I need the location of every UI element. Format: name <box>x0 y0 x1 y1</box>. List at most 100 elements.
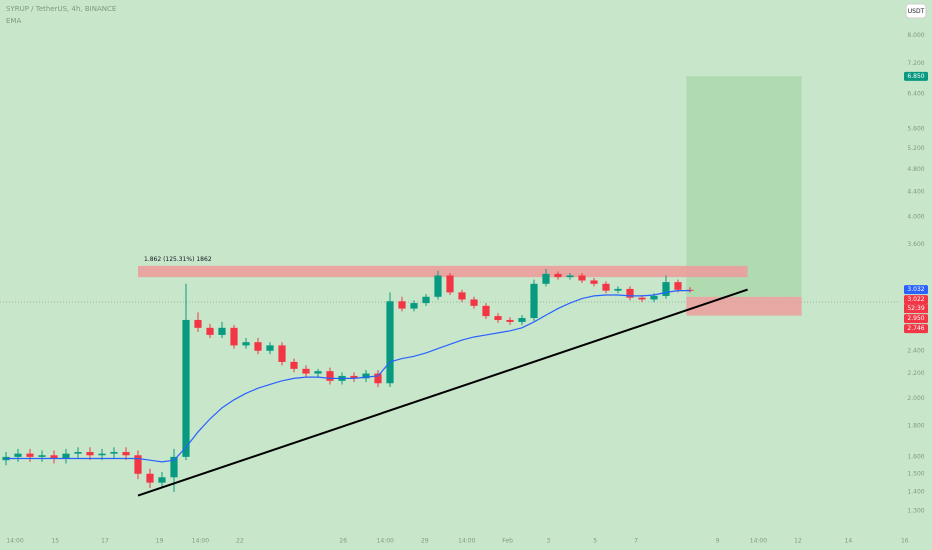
x-tick-label: 9 <box>716 538 720 545</box>
x-tick-label: 19 <box>156 538 164 545</box>
candle-body <box>74 452 82 454</box>
candle-body <box>278 345 286 362</box>
candle-body <box>446 275 454 293</box>
candle-body <box>350 375 358 379</box>
x-tick-label: 16 <box>901 538 909 545</box>
candle-body <box>158 477 166 483</box>
candle-body <box>62 453 70 459</box>
x-tick-label: 14:00 <box>377 538 394 545</box>
candle-body <box>194 319 202 328</box>
stop-zone <box>686 296 802 316</box>
candle-body <box>266 345 274 351</box>
candle-body <box>326 371 334 381</box>
y-tick-label: 4.400 <box>907 189 924 196</box>
x-tick-label: 7 <box>634 538 638 545</box>
x-tick-label: 12 <box>794 538 802 545</box>
candle-body <box>578 275 586 281</box>
candle-body <box>482 305 490 317</box>
y-tick-label: 4.000 <box>907 214 924 221</box>
y-tick-label: 5.600 <box>907 126 924 133</box>
candle-body <box>122 452 130 456</box>
price-tag-label: 2.746 <box>907 325 924 332</box>
candle-body <box>362 373 370 379</box>
x-tick-label: 26 <box>339 538 347 545</box>
moving-average <box>6 290 690 463</box>
candle-body <box>494 316 502 320</box>
candle-body <box>422 296 430 304</box>
x-tick-label: 3 <box>546 538 550 545</box>
price-tag-label: 6.850 <box>907 73 924 80</box>
y-tick-label: 1.600 <box>907 453 924 460</box>
candle-body <box>554 273 562 278</box>
candle-body <box>602 283 610 291</box>
candle-body <box>242 342 250 346</box>
y-tick-label: 1.800 <box>907 423 924 430</box>
x-tick-label: 15 <box>51 538 59 545</box>
candle-body <box>146 473 154 483</box>
currency-button-label[interactable]: USDT <box>908 8 925 15</box>
candle-body <box>218 327 226 335</box>
y-tick-label: 5.200 <box>907 145 924 152</box>
currency-button[interactable] <box>905 3 927 19</box>
price-tag-label: 3.032 <box>907 286 924 293</box>
y-tick-label: 8.000 <box>907 32 924 39</box>
candle-body <box>434 275 442 297</box>
candle-body <box>38 455 46 457</box>
candle-body <box>566 275 574 278</box>
y-tick-label: 4.800 <box>907 166 924 173</box>
price-tag <box>904 285 928 295</box>
candle-body <box>206 327 214 335</box>
y-tick-label: 1.300 <box>907 508 924 515</box>
candle-body <box>302 368 310 374</box>
candle-body <box>26 453 34 457</box>
candle-body <box>530 283 538 319</box>
candle-body <box>110 452 118 454</box>
candle-body <box>470 299 478 306</box>
candle-body <box>458 292 466 300</box>
candle-body <box>230 327 238 346</box>
candle-body <box>170 456 178 478</box>
countdown-label: 52:39 <box>907 305 924 312</box>
candle-body <box>662 282 670 296</box>
y-tick-label: 2.400 <box>907 347 924 354</box>
x-tick-label: Feb <box>502 538 513 545</box>
price-tag-label: 2.950 <box>907 315 924 322</box>
price-tag <box>904 295 928 305</box>
price-tag-label: 3.022 <box>907 296 924 303</box>
x-tick-label: 14:00 <box>458 538 475 545</box>
y-tick-label: 2.000 <box>907 395 924 402</box>
candle-body <box>98 453 106 456</box>
price-tag <box>904 71 928 81</box>
candle-body <box>674 282 682 290</box>
candle-body <box>14 453 22 457</box>
candle-body <box>254 342 262 351</box>
candle-body <box>614 288 622 291</box>
y-tick-label: 1.500 <box>907 470 924 477</box>
countdown-tag <box>904 304 928 314</box>
candle-body <box>314 371 322 374</box>
candle-body <box>182 319 190 457</box>
candle-body <box>386 301 394 384</box>
indicator-label: EMA <box>6 17 21 25</box>
x-tick-label: 22 <box>236 538 244 545</box>
x-tick-label: 17 <box>101 538 109 545</box>
x-tick-label: 14:00 <box>192 538 209 545</box>
candle-body <box>134 455 142 474</box>
x-tick-label: 5 <box>593 538 597 545</box>
candle-body <box>638 297 646 300</box>
candle-body <box>374 373 382 384</box>
candle-body <box>542 273 550 284</box>
x-tick-label: 14:00 <box>750 538 767 545</box>
y-tick-label: 1.400 <box>907 488 924 495</box>
y-tick-label: 3.600 <box>907 241 924 248</box>
resistance-zone <box>138 265 748 278</box>
candle-body <box>50 455 58 459</box>
plot: 14:00 15 17 19 14:00 22 26 14:00 29 14:00 Feb 3 5 7 9 1… <box>2 32 928 545</box>
y-tick-label: 6.400 <box>907 91 924 98</box>
candle-body <box>518 318 526 322</box>
price-tag <box>904 324 928 334</box>
annotation: 1.862 (125.31%) 1862 <box>144 256 212 263</box>
x-tick-label: 14 <box>845 538 853 545</box>
